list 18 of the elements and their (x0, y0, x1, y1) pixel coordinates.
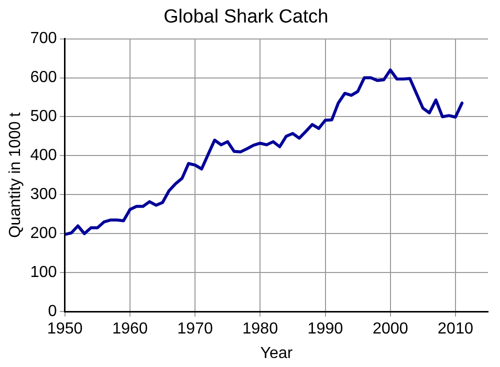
x-axis-title: Year (260, 344, 294, 362)
y-tick-label: 300 (30, 186, 57, 204)
x-tick-label: 2010 (438, 320, 474, 338)
y-tick-label: 600 (30, 69, 57, 86)
x-tick-label: 1970 (177, 320, 213, 338)
y-tick-label: 400 (30, 147, 57, 164)
x-tick-label: 1950 (47, 320, 83, 338)
chart-title: Global Shark Catch (164, 6, 328, 28)
y-axis-title: Quantity in 1000 t (7, 112, 24, 238)
y-tick-label: 100 (30, 264, 57, 282)
y-tick-label: 500 (30, 108, 57, 126)
y-tick-label: 0 (48, 303, 57, 320)
x-tick-label: 1980 (242, 320, 278, 338)
y-tick-label: 200 (30, 225, 57, 242)
x-tick-label: 1990 (307, 320, 344, 338)
x-tick-label: 2000 (372, 320, 408, 338)
y-tick-label: 700 (30, 30, 57, 48)
x-tick-label: 1960 (112, 320, 148, 338)
